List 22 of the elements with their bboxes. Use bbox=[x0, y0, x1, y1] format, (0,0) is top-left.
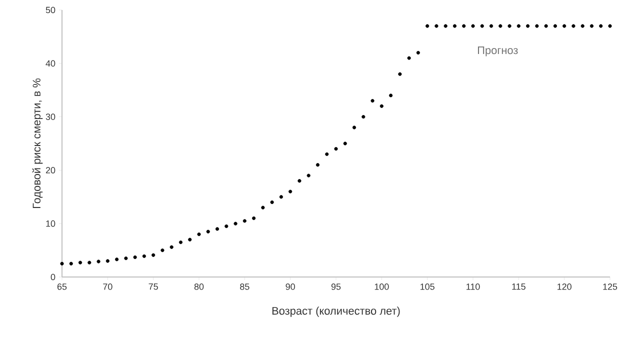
y-tick-label: 40 bbox=[46, 60, 56, 67]
y-tick-label: 0 bbox=[50, 274, 56, 280]
x-tick-label: 90 bbox=[286, 284, 295, 290]
x-tick-label: 110 bbox=[466, 284, 480, 290]
y-tick-label: 10 bbox=[46, 220, 56, 227]
x-tick-label: 75 bbox=[148, 284, 158, 290]
y-tick-label: 20 bbox=[46, 167, 56, 174]
x-tick-label: 100 bbox=[374, 284, 389, 290]
x-tick-label: 85 bbox=[240, 284, 250, 290]
x-tick-label: 80 bbox=[194, 284, 204, 290]
y-axis-title: Годовой риск смерти, в % bbox=[32, 78, 43, 208]
x-tick-label: 120 bbox=[558, 284, 572, 290]
x-tick-label: 65 bbox=[57, 284, 67, 290]
x-tick-label: 70 bbox=[103, 284, 112, 290]
annotation: Прогноз bbox=[478, 46, 518, 56]
x-axis-title: Возраст (количество лет) bbox=[272, 306, 400, 317]
x-tick-label: 95 bbox=[331, 284, 341, 290]
y-tick-label: 30 bbox=[46, 114, 56, 120]
x-tick-label: 115 bbox=[512, 284, 526, 290]
x-tick-label: 125 bbox=[603, 284, 618, 290]
y-tick-label: 50 bbox=[46, 6, 56, 14]
x-tick-label: 105 bbox=[420, 284, 434, 290]
